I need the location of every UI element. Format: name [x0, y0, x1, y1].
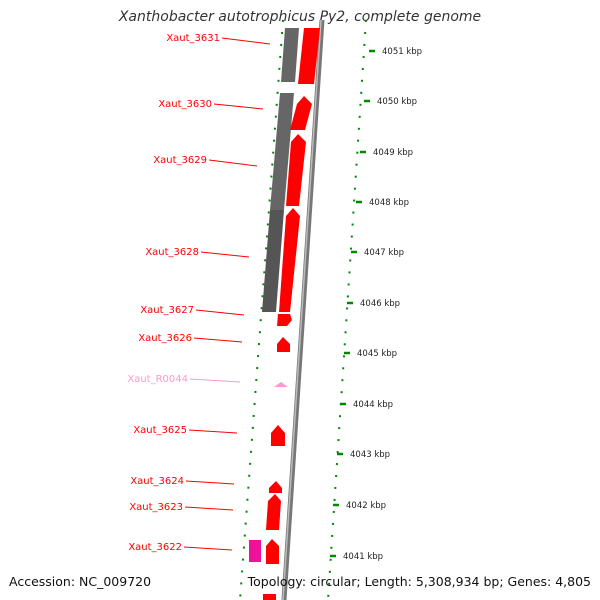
genome-summary-label: Topology: circular; Length: 5,308,934 bp…: [247, 574, 591, 589]
gene-label[interactable]: Xaut_3628: [145, 247, 199, 258]
gene-leader-line: [185, 480, 235, 485]
scale-tick-label: 4049 kbp: [373, 148, 413, 158]
outer-right-dotted-track: [327, 19, 367, 600]
gray-block-3631: [281, 28, 299, 82]
backbone-strand: [281, 19, 325, 600]
gene-feature-xaut-3630: [290, 96, 312, 130]
gene-feature-partial-bottom: [263, 594, 276, 600]
scale-tick-label: 4042 kbp: [346, 501, 386, 511]
gene-feature-xaut-3628: [279, 208, 300, 312]
gene-feature-xaut-3629: [286, 134, 306, 206]
gene-feature-xaut-3631: [298, 28, 320, 84]
scale-tick-label: 4050 kbp: [377, 97, 417, 107]
backbone-highlight: [282, 19, 322, 600]
scale-tick-label: 4041 kbp: [343, 552, 383, 562]
gene-features: [249, 28, 320, 600]
map-title: Xanthobacter autotrophicus Py2, complete…: [118, 9, 482, 25]
gene-label[interactable]: Xaut_3630: [158, 99, 212, 110]
gene-leader-line: [193, 337, 243, 343]
gene-feature-xaut-3624: [269, 481, 282, 493]
rna-feature-block: [249, 540, 261, 562]
gene-label[interactable]: Xaut_3623: [129, 502, 183, 513]
gene-label[interactable]: Xaut_3626: [138, 333, 192, 344]
gene-leader-line: [200, 251, 250, 258]
gray-block-3630-3629: [270, 93, 294, 210]
scale-tick-label: 4043 kbp: [350, 450, 390, 460]
gene-leader-line: [195, 309, 245, 316]
gene-leader-line: [221, 37, 271, 45]
gene-feature-xaut-3625: [271, 425, 285, 446]
gene-label[interactable]: Xaut_3625: [133, 425, 187, 436]
gene-feature-xaut-3622: [266, 539, 279, 564]
gray-block-3628: [262, 210, 284, 312]
gene-leader-line: [208, 159, 258, 167]
scale-tick-label: 4051 kbp: [382, 47, 422, 57]
gene-leader-line: [184, 506, 234, 511]
gene-feature-xaut-3626: [277, 337, 290, 352]
scale-tick-label: 4045 kbp: [357, 349, 397, 359]
scale-tick-label: 4044 kbp: [353, 400, 393, 410]
gray-gene-blocks: [262, 28, 299, 312]
gene-feature-xaut-3623: [266, 494, 281, 530]
gene-label[interactable]: Xaut_3622: [128, 542, 182, 553]
gene-leader-line: [183, 546, 233, 551]
gene-label[interactable]: Xaut_3631: [166, 33, 220, 44]
accession-label: Accession: NC_009720: [9, 574, 152, 589]
scale-tick-label: 4047 kbp: [364, 248, 404, 258]
gene-label[interactable]: Xaut_3629: [153, 155, 207, 166]
dotted-track-lines: [239, 19, 367, 600]
backbone-line: [281, 19, 325, 600]
gene-leader-line: [213, 103, 264, 110]
gene-feature-xaut-3627: [277, 314, 292, 326]
gene-label[interactable]: Xaut_3627: [140, 305, 194, 316]
gene-label[interactable]: Xaut_R0044: [127, 374, 188, 385]
outer-left-dotted-track: [239, 19, 284, 600]
gene-leader-line: [188, 429, 238, 434]
scale-tick-label: 4046 kbp: [360, 299, 400, 309]
gene-labels: Xaut_3631 Xaut_3630 Xaut_3629 Xaut_3628 Xaut…: [127, 33, 271, 553]
scale-tick-label: 4048 kbp: [369, 198, 409, 208]
scale-ticks: 4051 kbp 4050 kbp 4049 kbp 4048 kbp 4047 kbp…: [330, 47, 422, 562]
gene-feature-xaut-r0044: [274, 382, 288, 387]
gene-leader-line: [189, 378, 241, 383]
gene-label[interactable]: Xaut_3624: [130, 476, 184, 487]
